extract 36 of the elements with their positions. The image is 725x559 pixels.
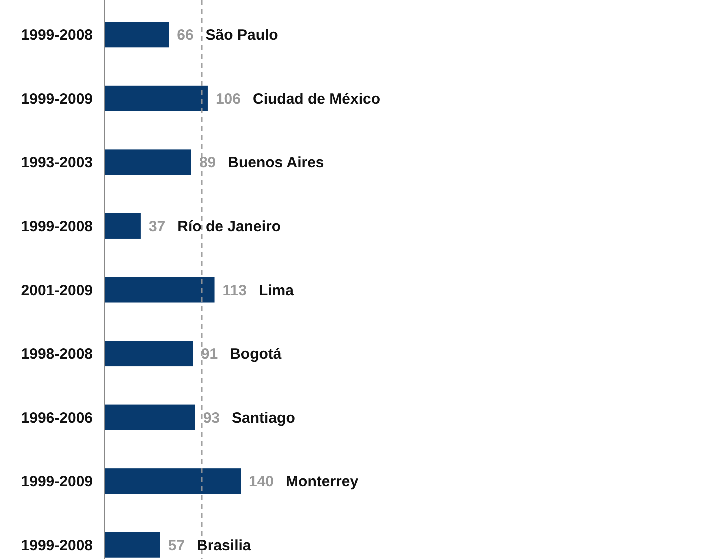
bar [105, 404, 196, 430]
y-tick-label: 1999-2008 [21, 537, 93, 554]
annotation: Buenos Aires [228, 154, 324, 172]
bar [105, 277, 215, 303]
data-label: 93 [203, 410, 220, 427]
y-tick-label: 1999-2008 [21, 218, 93, 236]
annotation: Brasilia [197, 537, 252, 554]
data-label: 66 [177, 27, 194, 44]
bar [105, 213, 141, 239]
annotation: Santiago [232, 410, 296, 427]
y-tick-label: 1996-2006 [21, 410, 93, 427]
bar [105, 341, 194, 367]
bar [105, 86, 208, 112]
y-tick-label: 2001-2009 [21, 282, 93, 300]
data-label: 113 [222, 282, 247, 300]
text: Monterrey [286, 474, 360, 491]
annotation: Río de Janeiro [178, 218, 281, 236]
data-label: 57 [168, 537, 186, 554]
data-label: 106 [216, 90, 242, 108]
data-label: 89 [199, 154, 216, 172]
text: Lima [258, 282, 295, 300]
text: Ciudad de México [253, 90, 381, 108]
y-tick-label: 1999-2009 [21, 90, 93, 108]
bar [105, 468, 241, 494]
annotation: São Paulo [206, 27, 278, 44]
bar [105, 22, 170, 48]
data-label: 140 [249, 474, 274, 491]
data-label: 37 [148, 218, 166, 236]
data-label: 91 [201, 346, 218, 364]
y-tick-label: 1999-2009 [21, 474, 93, 491]
y-tick-label: 1999-2008 [21, 27, 93, 44]
bar [105, 532, 160, 558]
bar [105, 150, 192, 176]
y-tick-label: 1998-2008 [21, 346, 93, 364]
y-tick-label: 1993-2003 [21, 154, 93, 172]
annotation: Bogotá [230, 346, 282, 364]
